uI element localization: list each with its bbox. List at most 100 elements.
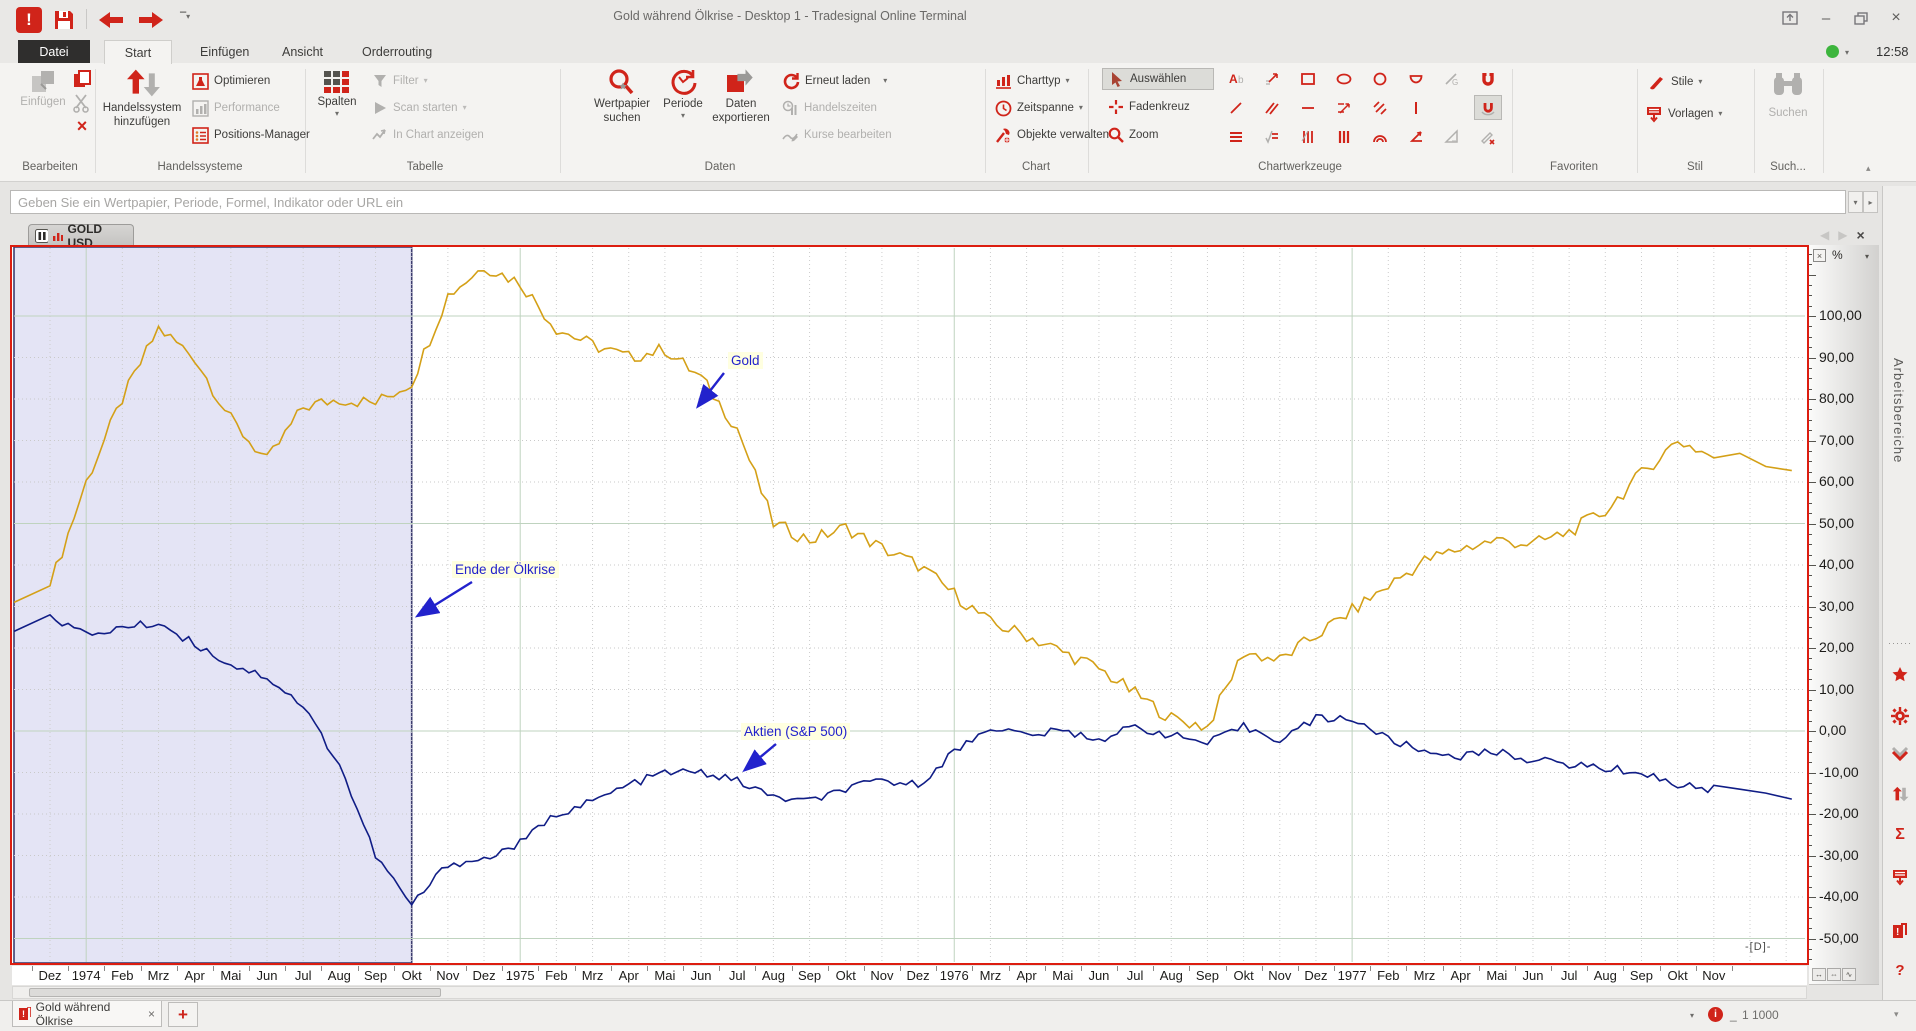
edit-quotes-button[interactable]: Kurse bearbeiten xyxy=(782,124,892,146)
styles-button[interactable]: Stile ▾ xyxy=(1648,71,1702,93)
search-go-button[interactable]: ▸ xyxy=(1863,191,1878,213)
save-button[interactable] xyxy=(52,8,76,32)
period-button[interactable]: Periode ▾ xyxy=(660,68,706,120)
crosshair-tool-button[interactable]: Fadenkreuz xyxy=(1108,96,1190,118)
forward-button[interactable] xyxy=(136,11,166,29)
vbars-tool-icon[interactable] xyxy=(1330,124,1358,149)
tab-start[interactable]: Start xyxy=(104,40,172,64)
workspace-tab-close-icon[interactable]: × xyxy=(147,1006,155,1021)
quick-access-customize-button[interactable]: ▔▾ xyxy=(180,12,191,21)
fan-tool-icon[interactable] xyxy=(1402,66,1430,91)
workspace-tab[interactable]: ! Gold während Ölkrise × xyxy=(12,1000,162,1028)
line-tool-icon[interactable] xyxy=(1222,95,1250,120)
copy-button[interactable] xyxy=(72,69,92,89)
chart-horizontal-scrollbar[interactable] xyxy=(12,986,1807,999)
settings-gear-icon[interactable] xyxy=(1883,707,1916,725)
next-chart-icon[interactable]: ▶ xyxy=(1838,228,1848,242)
zoom-tool-button[interactable]: Z​oom xyxy=(1108,124,1158,146)
search-button[interactable]: Suchen xyxy=(1758,71,1818,121)
annotation-label-0[interactable]: Gold xyxy=(728,352,763,369)
stocks-series-line[interactable] xyxy=(13,613,1792,907)
status-caret-icon[interactable]: ▾ xyxy=(1845,48,1850,57)
formula-sigma-icon[interactable]: Σ xyxy=(1895,826,1905,843)
tab-datei[interactable]: Datei xyxy=(18,40,90,63)
status-dropdown-icon[interactable]: ▾ xyxy=(1690,1011,1695,1020)
trend-tool-icon[interactable] xyxy=(1258,66,1286,91)
tzones-tool-icon[interactable] xyxy=(1294,124,1322,149)
vline-tool-icon[interactable] xyxy=(1402,95,1430,120)
indicator-icon[interactable] xyxy=(1883,746,1916,762)
ribbon-collapse-icon[interactable]: ▴ xyxy=(1866,163,1871,173)
time-axis[interactable]: Dez 1974 Feb Mrz Apr Mai Jun Jul Aug Sep Okt Nov Dez… xyxy=(12,966,1807,985)
manage-objects-button[interactable]: Objekte verwalten xyxy=(995,124,1109,146)
hlines-tool-icon[interactable] xyxy=(1222,124,1250,149)
sidebar-title[interactable]: Arbeitsbereiche xyxy=(1891,358,1906,464)
hatch-tool-icon[interactable] xyxy=(1366,95,1394,120)
statusbar-collapse-icon[interactable]: ▾ xyxy=(1894,1009,1899,1019)
add-workspace-button[interactable]: + xyxy=(168,1002,198,1027)
eraser-tool-icon[interactable] xyxy=(1474,124,1502,149)
workspace-restore-button[interactable] xyxy=(1776,7,1804,29)
annotation-label-2[interactable]: Aktien (S&P 500) xyxy=(741,723,851,740)
templates-button[interactable]: Vorlagen ▾ xyxy=(1645,103,1722,125)
minimize-button[interactable]: – xyxy=(1821,9,1831,27)
timespan-button[interactable]: Zeitspanne ▾ xyxy=(995,97,1083,119)
gann-tool-icon[interactable]: G xyxy=(1438,66,1466,91)
workspace-document-icon[interactable]: ! xyxy=(1883,922,1916,940)
ruler-tool-icon[interactable] xyxy=(1438,124,1466,149)
columns-button[interactable]: Spalten ▾ xyxy=(312,68,362,118)
chart-type-button[interactable]: Charttyp ▾ xyxy=(995,70,1069,92)
scan-start-button[interactable]: Scan starten ▾ xyxy=(372,97,467,119)
paste-button[interactable]: Einfügen xyxy=(14,68,72,110)
export-data-button[interactable]: Daten exportieren xyxy=(708,68,774,126)
annotation-arrow[interactable] xyxy=(414,580,473,618)
search-security-button[interactable]: Wertpapier suchen xyxy=(590,68,654,126)
magnet-tool-icon[interactable] xyxy=(1474,66,1502,91)
trading-hours-button[interactable]: Handelszeiten xyxy=(782,97,877,119)
back-button[interactable] xyxy=(96,11,126,29)
chart-document-tab[interactable]: GOLD USD xyxy=(28,222,134,250)
restore-button[interactable] xyxy=(1847,7,1875,29)
close-button[interactable]: × xyxy=(1891,9,1901,26)
tab-orderrouting[interactable]: Orderrouting xyxy=(362,44,433,59)
annotation-arrow[interactable] xyxy=(742,743,777,773)
cut-button[interactable] xyxy=(72,93,92,113)
rect-tool-icon[interactable] xyxy=(1294,66,1322,91)
prev-chart-icon[interactable]: ◀ xyxy=(1820,228,1830,242)
period-marker[interactable]: -[D]- xyxy=(1745,941,1772,953)
search-dropdown-button[interactable]: ▾ xyxy=(1848,191,1863,213)
parallel-tool-icon[interactable] xyxy=(1258,95,1286,120)
annotation-arrow[interactable] xyxy=(696,372,725,409)
tab-einfuegen[interactable]: Einfügen xyxy=(200,44,250,59)
transfer-arrows-icon[interactable] xyxy=(1883,786,1916,804)
scale-options-caret-icon[interactable]: ▾ xyxy=(1865,252,1870,261)
magnetsnap-tool-icon[interactable] xyxy=(1474,95,1502,120)
templates-flag-icon[interactable] xyxy=(1883,868,1916,886)
delete-button[interactable]: × xyxy=(76,115,88,136)
select-tool-button[interactable]: Auswählen xyxy=(1102,68,1214,90)
hline-tool-icon[interactable] xyxy=(1294,95,1322,120)
reload-button[interactable]: Erneut laden ▾ xyxy=(782,70,887,92)
tab-ansicht[interactable]: Ansicht xyxy=(282,44,323,59)
fit-width-button[interactable]: ↔ xyxy=(1812,968,1826,981)
add-trading-system-button[interactable]: Handelssystem hinzufügen xyxy=(100,68,184,130)
fit-series-button[interactable]: ∿ xyxy=(1842,968,1856,981)
gold-series-line[interactable] xyxy=(13,269,1792,732)
circle-tool-icon[interactable] xyxy=(1366,66,1394,91)
stretch-width-button[interactable]: ⇔ xyxy=(1827,968,1841,981)
info-badge[interactable]: i xyxy=(1708,1007,1723,1022)
sidebar-drag-handle[interactable]: ······ xyxy=(1888,638,1912,648)
annotation-label-1[interactable]: Ende der Ölkrise xyxy=(452,561,559,578)
value-axis[interactable]: × % ▾ 100,00 90,00 80,00 70,00 60,00 50,00 40,… xyxy=(1809,245,1879,985)
help-icon[interactable]: ? xyxy=(1895,962,1905,979)
arc-tool-icon[interactable] xyxy=(1366,124,1394,149)
show-in-chart-button[interactable]: In Chart anzeigen xyxy=(372,124,484,146)
search-input[interactable]: Geben Sie ein Wertpapier, Periode, Forme… xyxy=(10,190,1846,214)
close-chart-icon[interactable]: × xyxy=(1856,227,1865,243)
angle-tool-icon[interactable] xyxy=(1402,124,1430,149)
filter-button[interactable]: Filter ▾ xyxy=(372,70,428,92)
scrollbar-thumb[interactable] xyxy=(29,988,441,997)
close-scale-icon[interactable]: × xyxy=(1813,249,1826,262)
fibext-tool-icon[interactable] xyxy=(1330,95,1358,120)
